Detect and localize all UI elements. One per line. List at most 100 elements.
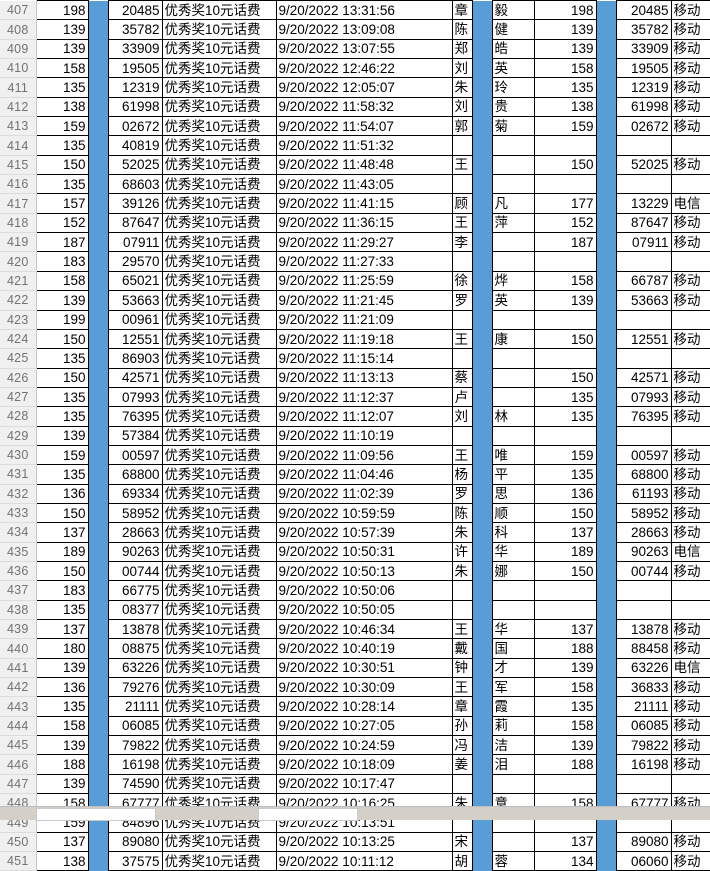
hidden-column-strip-2[interactable] xyxy=(472,19,492,40)
hidden-column-strip-3[interactable] xyxy=(596,542,616,562)
cell-surname[interactable] xyxy=(451,309,473,330)
cell-given-name[interactable] xyxy=(491,773,535,795)
cell-code-left[interactable]: 68800 xyxy=(107,464,163,485)
cell-surname[interactable] xyxy=(451,580,473,601)
cell-carrier[interactable]: 移动 xyxy=(670,386,710,408)
hidden-column-strip-2[interactable] xyxy=(472,754,492,775)
hidden-column-strip-1[interactable] xyxy=(88,406,108,427)
hidden-column-strip-1[interactable] xyxy=(88,696,108,717)
cell-code-left[interactable]: 00597 xyxy=(107,444,163,466)
cell-prefix-left[interactable]: 198 xyxy=(35,0,89,21)
cell-prize[interactable]: 优秀奖10元话费 xyxy=(161,309,277,330)
cell-prize[interactable]: 优秀奖10元话费 xyxy=(161,677,277,698)
cell-code-left[interactable]: 35782 xyxy=(107,19,163,40)
cell-datetime[interactable]: 9/20/2022 11:19:18 xyxy=(275,328,453,350)
cell-surname[interactable]: 陈 xyxy=(451,19,473,40)
cell-prefix-right[interactable]: 135 xyxy=(533,464,597,485)
cell-prefix-left[interactable]: 150 xyxy=(35,367,89,388)
cell-prize[interactable]: 优秀奖10元话费 xyxy=(161,96,277,118)
cell-prize[interactable]: 优秀奖10元话费 xyxy=(161,754,277,775)
cell-carrier[interactable]: 电信 xyxy=(670,541,710,562)
cell-carrier[interactable]: 移动 xyxy=(670,483,710,504)
row-header[interactable]: 450 xyxy=(0,832,37,853)
hidden-column-strip-3[interactable] xyxy=(596,116,616,136)
cell-prefix-right[interactable]: 139 xyxy=(533,657,597,679)
cell-code-right[interactable]: 66787 xyxy=(615,270,672,292)
hidden-column-strip-3[interactable] xyxy=(596,39,616,59)
cell-datetime[interactable]: 9/20/2022 11:25:59 xyxy=(275,270,453,292)
hidden-column-strip-3[interactable] xyxy=(596,155,616,175)
hidden-column-strip-2[interactable] xyxy=(472,851,492,871)
cell-code-right[interactable] xyxy=(615,135,672,156)
row-header[interactable]: 441 xyxy=(0,658,37,679)
cell-given-name[interactable]: 唯 xyxy=(491,444,535,466)
table-row[interactable]: 410 158 19505 优秀奖10元话费 9/20/2022 12:46:22 刘英 1… xyxy=(0,58,710,79)
cell-carrier[interactable] xyxy=(670,580,710,601)
hidden-column-strip-1[interactable] xyxy=(88,484,108,504)
cell-surname[interactable] xyxy=(451,425,473,446)
cell-code-left[interactable]: 42571 xyxy=(107,367,163,388)
hidden-column-strip-1[interactable] xyxy=(88,116,108,136)
cell-datetime[interactable]: 9/20/2022 11:02:39 xyxy=(275,483,453,504)
hidden-column-strip-2[interactable] xyxy=(472,677,492,697)
cell-surname[interactable]: 陈 xyxy=(451,502,473,524)
row-header[interactable]: 432 xyxy=(0,484,37,504)
cell-prize[interactable]: 优秀奖10元话费 xyxy=(161,77,277,98)
hidden-column-strip-2[interactable] xyxy=(472,464,492,485)
hidden-column-strip-1[interactable] xyxy=(88,754,108,775)
hidden-column-strip-1[interactable] xyxy=(88,638,108,659)
cell-prefix-right[interactable] xyxy=(533,135,597,156)
table-row[interactable]: 437 183 66775 优秀奖10元话费 9/20/2022 10:50:06 xyxy=(0,580,710,601)
cell-code-left[interactable]: 20485 xyxy=(107,0,163,21)
cell-prize[interactable]: 优秀奖10元话费 xyxy=(161,444,277,466)
hidden-column-strip-2[interactable] xyxy=(472,638,492,659)
cell-datetime[interactable]: 9/20/2022 11:21:45 xyxy=(275,290,453,311)
cell-prize[interactable]: 优秀奖10元话费 xyxy=(161,502,277,524)
cell-datetime[interactable]: 9/20/2022 10:13:25 xyxy=(275,831,453,853)
cell-prefix-left[interactable]: 158 xyxy=(35,715,89,737)
cell-code-left[interactable]: 00961 xyxy=(107,309,163,330)
cell-surname[interactable]: 朱 xyxy=(451,522,473,543)
cell-carrier[interactable]: 移动 xyxy=(670,522,710,543)
table-row[interactable]: 424 150 12551 优秀奖10元话费 9/20/2022 11:19:18 王康 1… xyxy=(0,328,710,350)
hidden-column-strip-3[interactable] xyxy=(596,19,616,40)
hidden-column-strip-2[interactable] xyxy=(472,658,492,678)
cell-given-name[interactable]: 华 xyxy=(491,618,535,640)
hidden-column-strip-3[interactable] xyxy=(596,484,616,504)
hidden-column-strip-3[interactable] xyxy=(596,406,616,427)
cell-surname[interactable]: 卢 xyxy=(451,386,473,408)
cell-prefix-right[interactable]: 134 xyxy=(533,851,597,871)
cell-code-right[interactable]: 58952 xyxy=(615,502,672,524)
hidden-column-strip-3[interactable] xyxy=(596,58,616,78)
cell-prefix-right[interactable]: 150 xyxy=(533,367,597,388)
cell-surname[interactable]: 蔡 xyxy=(451,367,473,388)
row-header[interactable]: 440 xyxy=(0,638,37,659)
hidden-column-strip-3[interactable] xyxy=(596,832,616,852)
cell-carrier[interactable] xyxy=(670,251,710,272)
row-header[interactable]: 410 xyxy=(0,58,37,79)
cell-code-right[interactable]: 00597 xyxy=(615,444,672,466)
cell-code-left[interactable]: 74590 xyxy=(107,773,163,795)
cell-prize[interactable]: 优秀奖10元话费 xyxy=(161,367,277,388)
cell-carrier[interactable]: 移动 xyxy=(670,367,710,388)
cell-carrier[interactable]: 移动 xyxy=(670,831,710,853)
cell-code-right[interactable] xyxy=(615,309,672,330)
cell-prize[interactable]: 优秀奖10元话费 xyxy=(161,696,277,717)
cell-prize[interactable]: 优秀奖10元话费 xyxy=(161,618,277,640)
cell-prefix-right[interactable] xyxy=(533,580,597,601)
cell-carrier[interactable]: 移动 xyxy=(670,58,710,79)
cell-carrier[interactable]: 移动 xyxy=(670,638,710,659)
hidden-column-strip-2[interactable] xyxy=(472,445,492,465)
cell-code-right[interactable] xyxy=(615,773,672,795)
cell-prize[interactable]: 优秀奖10元话费 xyxy=(161,831,277,853)
hidden-column-strip-1[interactable] xyxy=(88,658,108,678)
cell-prefix-right[interactable]: 159 xyxy=(533,444,597,466)
cell-prefix-right[interactable]: 188 xyxy=(533,638,597,659)
cell-code-left[interactable]: 40819 xyxy=(107,135,163,156)
cell-surname[interactable]: 姜 xyxy=(451,754,473,775)
hidden-column-strip-3[interactable] xyxy=(596,735,616,755)
cell-prefix-left[interactable]: 159 xyxy=(35,116,89,137)
cell-code-right[interactable]: 68800 xyxy=(615,464,672,485)
cell-datetime[interactable]: 9/20/2022 11:13:13 xyxy=(275,367,453,388)
cell-surname[interactable]: 孙 xyxy=(451,715,473,737)
